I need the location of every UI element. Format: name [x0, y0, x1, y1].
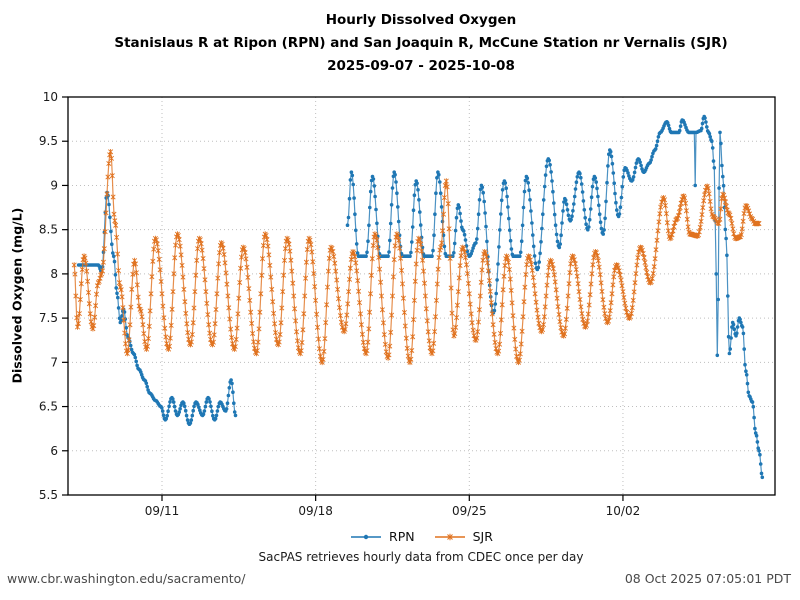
- footer-timestamp: 08 Oct 2025 07:05:01 PDT: [624, 571, 791, 586]
- chart-title-line2: Stanislaus R at Ripon (RPN) and San Joaq…: [114, 35, 728, 51]
- legend: RPN SJR: [42, 529, 800, 544]
- legend-item-rpn: RPN: [349, 529, 415, 544]
- sjr-line-star-marker-icon: [434, 533, 465, 540]
- svg-text:09/11: 09/11: [145, 504, 180, 518]
- svg-text:7: 7: [50, 355, 58, 369]
- footer-url: www.cbr.washington.edu/sacramento/: [7, 571, 246, 586]
- svg-text:8.5: 8.5: [39, 223, 58, 237]
- legend-label-rpn: RPN: [389, 529, 415, 544]
- svg-text:8: 8: [50, 267, 58, 281]
- svg-text:6: 6: [50, 444, 58, 458]
- legend-label-sjr: SJR: [472, 529, 493, 544]
- svg-text:10: 10: [43, 90, 58, 104]
- chart-title-line1: Hourly Dissolved Oxygen: [325, 12, 517, 28]
- chart-title: Hourly Dissolved Oxygen Stanislaus R at …: [42, 9, 800, 78]
- svg-text:9.5: 9.5: [39, 134, 58, 148]
- svg-text:5.5: 5.5: [39, 488, 58, 502]
- svg-text:7.5: 7.5: [39, 311, 58, 325]
- chart-caption: SacPAS retrieves hourly data from CDEC o…: [258, 550, 584, 564]
- svg-text:09/18: 09/18: [298, 504, 333, 518]
- svg-text:9: 9: [50, 178, 58, 192]
- rpn-line-dot-marker-icon: [351, 534, 382, 539]
- svg-text:09/25: 09/25: [452, 504, 487, 518]
- svg-text:10/02: 10/02: [606, 504, 641, 518]
- legend-item-sjr: SJR: [433, 529, 493, 544]
- chart-title-line3: 2025-09-07 - 2025-10-08: [327, 58, 515, 74]
- svg-text:6.5: 6.5: [39, 400, 58, 414]
